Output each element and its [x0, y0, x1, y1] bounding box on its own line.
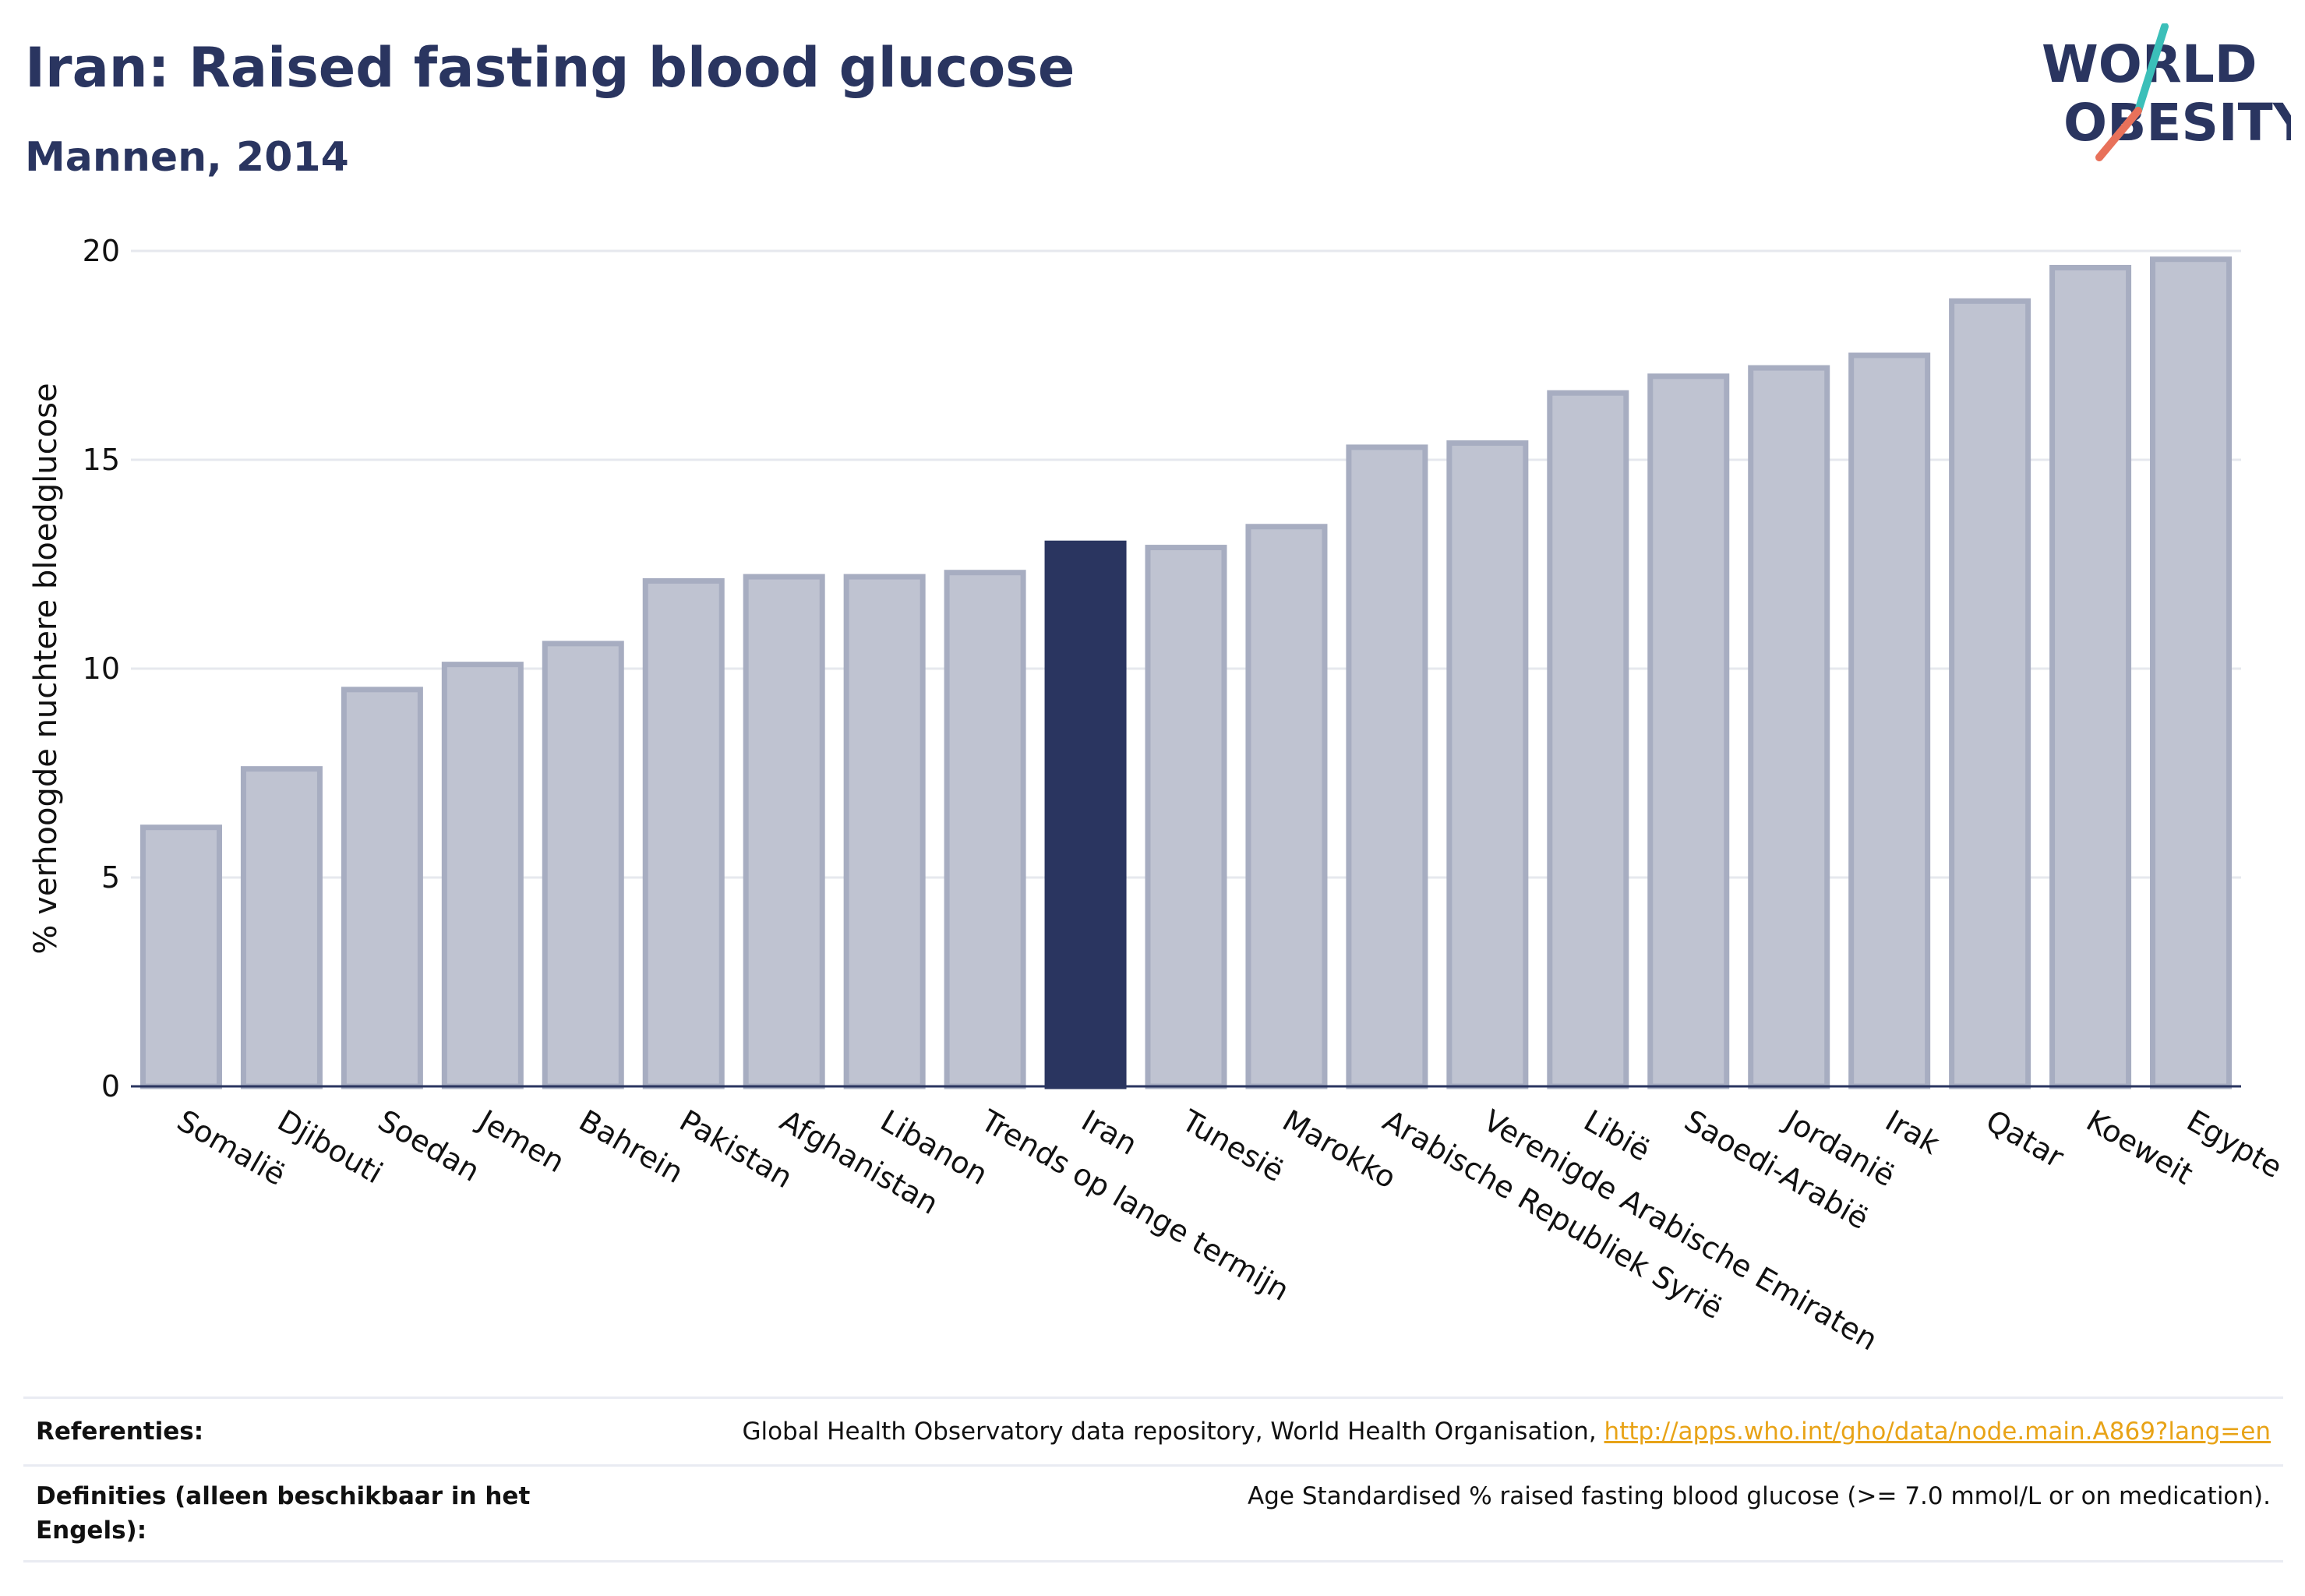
definitions-label: Definities (alleen beschikbaar in het En…	[36, 1482, 531, 1545]
x-tick-label: Jemen	[471, 1103, 570, 1180]
references-link[interactable]: http://apps.who.int/gho/data/node.main.A…	[1604, 1418, 2271, 1446]
bar-iran[interactable]	[1044, 540, 1127, 1089]
y-tick-label: 20	[83, 234, 120, 268]
bar-tunesi-[interactable]	[1145, 545, 1227, 1089]
logo-slash-teal	[2134, 23, 2169, 115]
y-tick-label: 15	[83, 443, 120, 477]
x-tick-label: Somalië	[171, 1103, 291, 1192]
bar-djibouti[interactable]	[240, 766, 323, 1089]
bar-verenigde-arabische-emiraten[interactable]	[1446, 440, 1529, 1089]
y-tick-label: 0	[101, 1069, 120, 1103]
bar-qatar[interactable]	[1949, 298, 2031, 1089]
bar-arabische-republiek-syri-[interactable]	[1346, 444, 1428, 1089]
definitions-row: Definities (alleen beschikbaar in het En…	[23, 1464, 2283, 1562]
x-tick-label: Pakistan	[674, 1103, 799, 1195]
references-label: Referenties:	[36, 1418, 204, 1446]
logo-slash-coral	[2095, 107, 2142, 161]
bar-egypte[interactable]	[2150, 256, 2233, 1089]
chart-bars	[139, 256, 2233, 1089]
y-axis-ticks: 0 5 10 15 20	[83, 234, 120, 1103]
bar-bahrein[interactable]	[542, 641, 624, 1089]
bar-koeweit[interactable]	[2049, 264, 2132, 1089]
bar-pakistan[interactable]	[642, 577, 725, 1089]
x-tick-label: Djibouti	[272, 1103, 389, 1191]
x-tick-label: Irak	[1880, 1103, 1945, 1161]
x-tick-label: Iran	[1076, 1103, 1143, 1162]
definitions-value: Age Standardised % raised fasting blood …	[1248, 1482, 2271, 1510]
bar-soedan[interactable]	[341, 687, 423, 1089]
y-tick-label: 10	[83, 651, 120, 686]
y-axis-label: % verhoogde nuchtere bloedglucose	[28, 383, 64, 954]
x-tick-label: Soedan	[372, 1103, 485, 1188]
references-row: Referenties: Global Health Observatory d…	[23, 1396, 2283, 1464]
references-source: Global Health Observatory data repositor…	[742, 1418, 1604, 1446]
bar-jemen[interactable]	[441, 662, 524, 1089]
bar-libanon[interactable]	[843, 574, 926, 1089]
page-title: Iran: Raised fasting blood glucose	[25, 36, 1075, 100]
x-tick-label: Koeweit	[2081, 1103, 2199, 1192]
page-subtitle: Mannen, 2014	[25, 134, 349, 181]
references-table: Referenties: Global Health Observatory d…	[23, 1396, 2283, 1562]
bar-saoedi-arabi-[interactable]	[1647, 373, 1730, 1089]
bar-irak[interactable]	[1848, 352, 1931, 1089]
x-tick-label: Marokko	[1276, 1103, 1402, 1195]
bar-afghanistan[interactable]	[743, 574, 825, 1089]
x-tick-label: Tunesië	[1176, 1103, 1290, 1188]
bar-libi-[interactable]	[1547, 390, 1629, 1089]
y-tick-label: 5	[101, 860, 120, 895]
logo-text-obesity: OBESITY	[2063, 93, 2291, 153]
world-obesity-logo: WORLD OBESITY	[2042, 23, 2291, 161]
bar-marokko[interactable]	[1245, 524, 1328, 1089]
bar-somali-[interactable]	[139, 824, 222, 1089]
x-tick-label: Qatar	[1980, 1103, 2070, 1175]
bar-jordani-[interactable]	[1748, 365, 1830, 1089]
x-tick-label: Bahrein	[574, 1103, 690, 1190]
references-value: Global Health Observatory data repositor…	[742, 1414, 2271, 1449]
x-tick-label: Egypte	[2181, 1103, 2288, 1185]
bar-trends-op-lange-termijn[interactable]	[944, 570, 1026, 1089]
